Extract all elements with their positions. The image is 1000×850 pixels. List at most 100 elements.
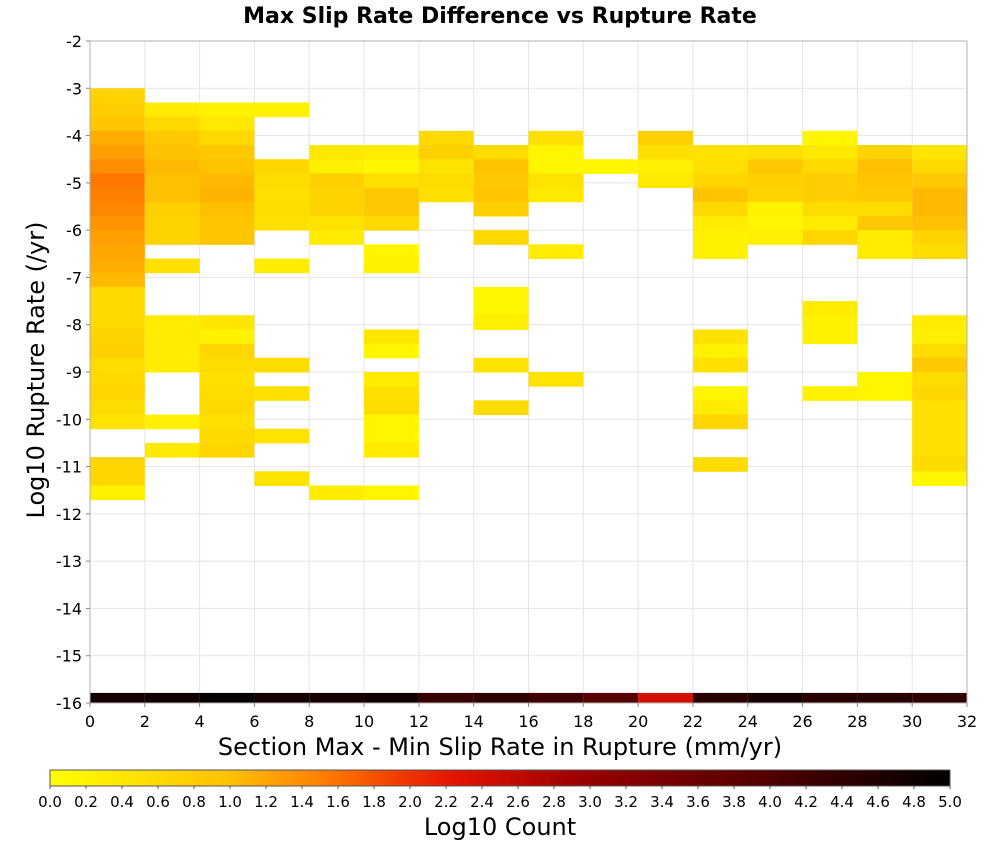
colorbar-tick-label: 0.0 bbox=[38, 793, 62, 811]
heatmap-cell bbox=[90, 244, 145, 260]
heatmap-cell bbox=[90, 485, 145, 501]
heatmap-cell bbox=[144, 258, 200, 274]
heatmap-cell bbox=[692, 386, 748, 401]
y-tick-label: -9 bbox=[66, 363, 82, 382]
y-tick-label: -2 bbox=[66, 32, 82, 51]
heatmap-cell bbox=[418, 187, 474, 203]
heatmap-cell bbox=[199, 230, 255, 245]
heatmap-cell bbox=[912, 145, 967, 160]
heatmap-cell bbox=[857, 244, 913, 260]
colorbar-tick-label: 2.0 bbox=[398, 793, 422, 811]
heatmap-cell bbox=[199, 329, 255, 345]
heatmap-cell bbox=[90, 145, 145, 160]
heatmap-cell bbox=[912, 187, 967, 203]
heatmap-cell bbox=[254, 187, 310, 203]
heatmap-cell bbox=[912, 343, 967, 359]
colorbar-tick-label: 4.2 bbox=[794, 793, 818, 811]
heatmap-cell bbox=[309, 145, 365, 160]
heatmap-cell bbox=[418, 159, 474, 174]
heatmap-cell bbox=[90, 187, 145, 203]
heatmap-cell bbox=[144, 442, 200, 458]
column-total-cell bbox=[418, 692, 474, 703]
heatmap-cell bbox=[528, 187, 584, 203]
heatmap-cell bbox=[692, 357, 748, 373]
column-total-cell bbox=[857, 692, 913, 703]
heatmap-cell bbox=[144, 116, 200, 132]
column-total-cell bbox=[144, 692, 200, 703]
heatmap-cell bbox=[364, 173, 419, 189]
colorbar-tick-label: 2.8 bbox=[542, 793, 566, 811]
heatmap-cell bbox=[309, 215, 365, 231]
colorbar-tick-label: 3.4 bbox=[650, 793, 674, 811]
heatmap-cell bbox=[802, 386, 858, 401]
heatmap-cell bbox=[90, 386, 145, 401]
x-tick-label: 4 bbox=[195, 712, 205, 731]
heatmap-cell bbox=[199, 372, 255, 387]
heatmap-cell bbox=[90, 372, 145, 387]
heatmap-cell bbox=[199, 130, 255, 146]
y-tick-label: -7 bbox=[66, 268, 82, 287]
heatmap-cell bbox=[90, 230, 145, 245]
heatmap-cell bbox=[857, 201, 913, 217]
heatmap-cell bbox=[802, 130, 858, 146]
heatmap-cell bbox=[692, 173, 748, 189]
heatmap-cell bbox=[144, 414, 200, 430]
colorbar-tick-label: 0.4 bbox=[110, 793, 134, 811]
heatmap-cell bbox=[692, 400, 748, 416]
heatmap-cell bbox=[90, 400, 145, 416]
heatmap-cell bbox=[418, 145, 474, 160]
heatmap-cell bbox=[364, 187, 419, 203]
heatmap-cell bbox=[144, 187, 200, 203]
heatmap-cell bbox=[473, 400, 529, 416]
heatmap-cell bbox=[90, 414, 145, 430]
heatmap-cell bbox=[912, 329, 967, 345]
heatmap-cell bbox=[199, 343, 255, 359]
heatmap-cell bbox=[912, 471, 967, 486]
y-axis-ticks: -2 -3 -4 -5 -6 -7 -8 -9 -10 -11 -12 -13 -14 -15 -16 bbox=[56, 32, 90, 713]
heatmap-cell bbox=[254, 258, 310, 274]
heatmap-cell bbox=[90, 173, 145, 189]
x-tick-label: 14 bbox=[464, 712, 484, 731]
heatmap-cell bbox=[90, 116, 145, 132]
heatmap-cell bbox=[528, 145, 584, 160]
heatmap-cell bbox=[144, 201, 200, 217]
heatmap-cell bbox=[692, 244, 748, 260]
heatmap-cell bbox=[199, 215, 255, 231]
heatmap-cell bbox=[912, 159, 967, 174]
heatmap-cell bbox=[528, 159, 584, 174]
heatmap-cell bbox=[144, 329, 200, 345]
heatmap-cell bbox=[912, 315, 967, 330]
heatmap-cell bbox=[364, 244, 419, 260]
heatmap-cell bbox=[802, 187, 858, 203]
heatmap-cell bbox=[254, 173, 310, 189]
heatmap-cell bbox=[90, 357, 145, 373]
y-tick-label: -14 bbox=[56, 599, 82, 618]
x-tick-label: 0 bbox=[85, 712, 95, 731]
heatmap-cell bbox=[638, 145, 693, 160]
y-tick-label: -8 bbox=[66, 316, 82, 335]
heatmap-cell bbox=[309, 159, 365, 174]
heatmap-cell bbox=[857, 145, 913, 160]
heatmap-cell bbox=[473, 315, 529, 330]
colorbar-tick-label: 4.0 bbox=[758, 793, 782, 811]
heatmap-cell bbox=[364, 414, 419, 430]
colorbar-tick-label: 3.6 bbox=[686, 793, 710, 811]
heatmap-cell bbox=[199, 145, 255, 160]
x-tick-label: 26 bbox=[792, 712, 812, 731]
heatmap-cell bbox=[199, 442, 255, 458]
heatmap-cell bbox=[473, 301, 529, 316]
heatmap-cell bbox=[90, 88, 145, 103]
x-tick-label: 24 bbox=[738, 712, 758, 731]
heatmap-cell bbox=[309, 230, 365, 245]
heatmap-cell bbox=[747, 230, 803, 245]
heatmap-cell bbox=[638, 173, 693, 189]
column-total-cell bbox=[199, 692, 255, 703]
y-tick-label: -4 bbox=[66, 127, 82, 146]
heatmap-cell bbox=[912, 457, 967, 472]
heatmap-cell bbox=[144, 343, 200, 359]
heatmap-cell bbox=[912, 372, 967, 387]
heatmap-cell bbox=[528, 173, 584, 189]
heatmap-cell bbox=[473, 159, 529, 174]
heatmap-cell bbox=[309, 485, 365, 501]
